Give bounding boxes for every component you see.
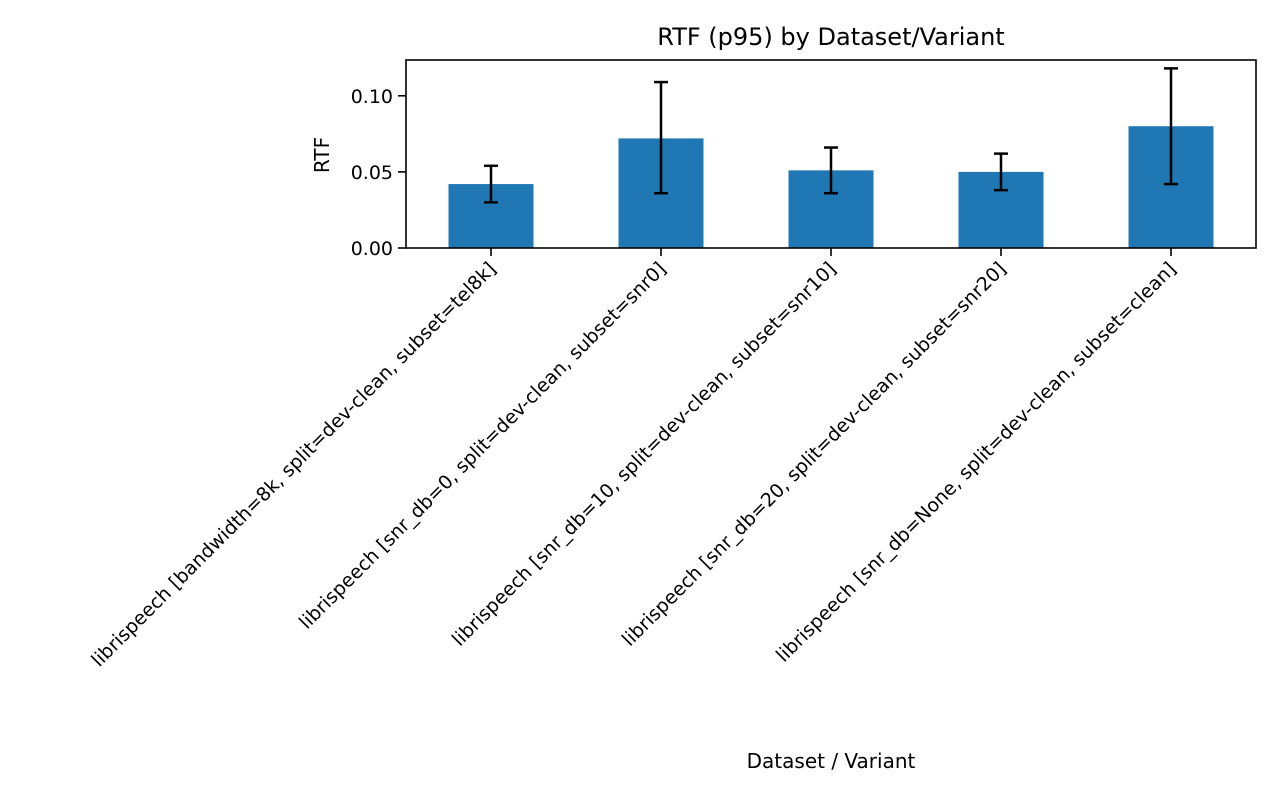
error-bar-4 [994,152,1008,192]
y-axis-label: RTF [310,137,334,173]
error-bar-1 [484,164,498,204]
x-tick-label-5: librispeech [snr_db=None, split=dev-clea… [772,258,1181,667]
y-tick-label-1: 0.00 [351,238,393,260]
x-tick-label-3: librispeech [snr_db=10, split=dev-clean,… [448,258,841,651]
y-tick-label-2: 0.05 [351,162,393,184]
y-tick-label-3: 0.10 [351,86,393,108]
error-bar-3 [824,146,838,195]
plot-layer: 0.00 0.05 0.10 librispeech [bandwidth=8k, s… [87,59,1257,671]
error-bar-5 [1164,67,1178,186]
error-bar-2 [654,80,668,195]
x-tick-label-1: librispeech [bandwidth=8k, split=dev-cle… [87,258,500,671]
chart-title: RTF (p95) by Dataset/Variant [657,23,1004,51]
x-axis-label: Dataset / Variant [747,749,916,773]
x-tick-label-4: librispeech [snr_db=20, split=dev-clean,… [618,258,1011,651]
x-tick-label-2: librispeech [snr_db=0, split=dev-clean, … [295,258,671,634]
